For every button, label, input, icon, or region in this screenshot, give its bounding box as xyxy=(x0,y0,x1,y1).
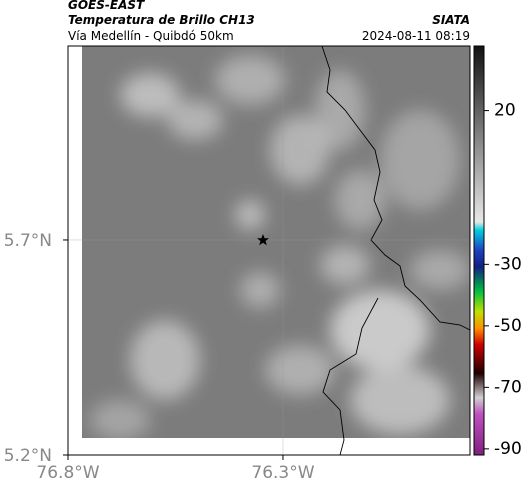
subtitle: Temperatura de Brillo CH13 xyxy=(68,13,255,27)
colorbar-tick-label: -50 xyxy=(494,316,522,336)
boundaries xyxy=(321,45,471,456)
map-frame xyxy=(67,45,471,456)
colorbar-tick-label: -30 xyxy=(494,254,522,274)
colorbar-tick-label: -90 xyxy=(494,439,522,459)
x-tick-label: 76.3°W xyxy=(251,463,314,483)
colorbar xyxy=(473,45,485,456)
source: SIATA xyxy=(432,13,470,27)
x-tick-label: 76.8°W xyxy=(36,463,99,483)
y-tick-label: 5.7°N xyxy=(4,231,52,251)
location-marker xyxy=(257,234,269,246)
colorbar-tick-label: -70 xyxy=(494,377,522,397)
colorbar-tick-label: 20 xyxy=(494,101,516,121)
timestamp: 2024-08-11 08:19 xyxy=(362,29,470,43)
title: GOES-EAST xyxy=(68,0,145,12)
y-tick-label: 5.2°N xyxy=(4,446,52,466)
region: Vía Medellín - Quibdó 50km xyxy=(68,29,234,43)
satellite-image xyxy=(82,46,470,438)
